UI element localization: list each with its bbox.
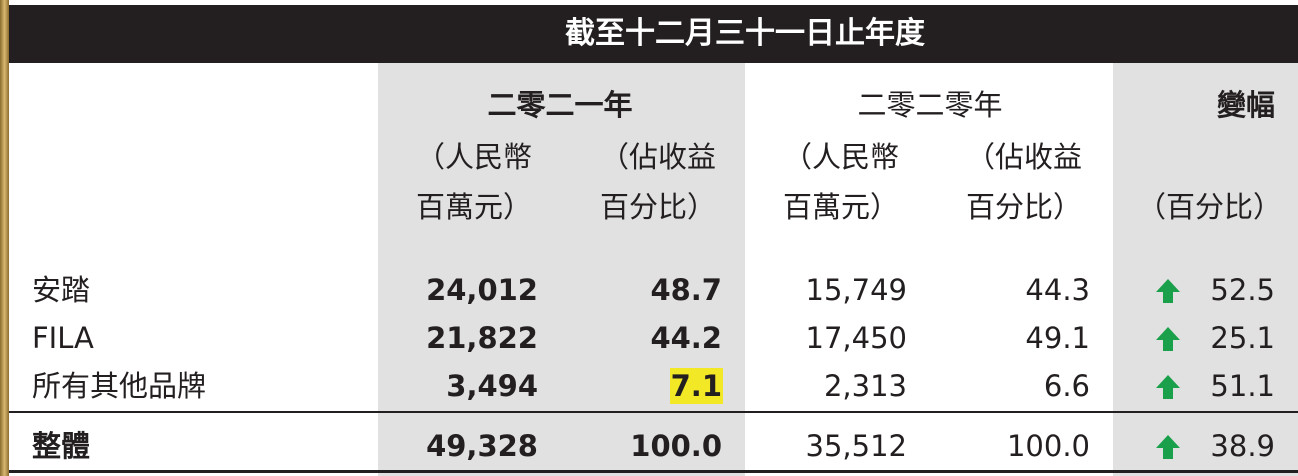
cell-value: 48.7 <box>650 273 722 307</box>
cell-value: 17,450 <box>805 321 907 355</box>
shade-change <box>1113 63 1298 476</box>
gold-border <box>0 0 9 476</box>
up-arrow <box>1156 375 1180 399</box>
row-label: 安踏 <box>32 273 91 307</box>
cell-value: 49.1 <box>1025 321 1090 355</box>
cell-value: 44.3 <box>1025 273 1090 307</box>
sub-header: （佔收益 <box>966 140 1083 174</box>
cell-value: 2,313 <box>823 369 907 403</box>
rule <box>9 470 1298 473</box>
sub-header: 百萬元） <box>783 190 900 224</box>
cell-value: 38.9 <box>1210 429 1275 463</box>
cell-value: 52.5 <box>1210 273 1275 307</box>
row-label: FILA <box>32 321 94 355</box>
cell-value: 49,328 <box>426 429 538 463</box>
up-arrow <box>1156 435 1180 459</box>
cell-value: 35,512 <box>805 429 907 463</box>
rule <box>9 411 1298 413</box>
sub-header: 百萬元） <box>416 190 533 224</box>
cell-value: 44.2 <box>650 321 722 355</box>
shade-2021 <box>378 63 745 476</box>
cell-value: 7.1 <box>669 368 723 404</box>
group-header: 二零二零年 <box>857 88 1003 122</box>
sub-header: （佔收益 <box>600 140 717 174</box>
sub-header: （百分比） <box>1136 190 1282 224</box>
up-arrow <box>1156 327 1180 351</box>
cell-value: 24,012 <box>426 273 538 307</box>
cell-value: 15,749 <box>805 273 907 307</box>
up-arrow <box>1156 279 1180 303</box>
group-header: 變幅 <box>1216 88 1275 122</box>
cell-value: 100.0 <box>1006 429 1090 463</box>
header-title: 截至十二月三十一日止年度 <box>565 16 925 51</box>
sub-header: （人民幣 <box>416 140 533 174</box>
cell-value: 3,494 <box>446 369 538 403</box>
row-label: 整體 <box>32 429 91 463</box>
cell-value: 100.0 <box>630 429 722 463</box>
cell-value: 6.6 <box>1043 369 1090 403</box>
sub-header: （人民幣 <box>783 140 900 174</box>
header-bar <box>9 5 1298 63</box>
group-header: 二零二一年 <box>487 88 633 122</box>
sub-header: 百分比） <box>966 190 1083 224</box>
sub-header: 百分比） <box>600 190 717 224</box>
cell-value: 25.1 <box>1210 321 1275 355</box>
row-label: 所有其他品牌 <box>32 369 207 403</box>
cell-value: 21,822 <box>426 321 538 355</box>
cell-value: 51.1 <box>1210 369 1275 403</box>
